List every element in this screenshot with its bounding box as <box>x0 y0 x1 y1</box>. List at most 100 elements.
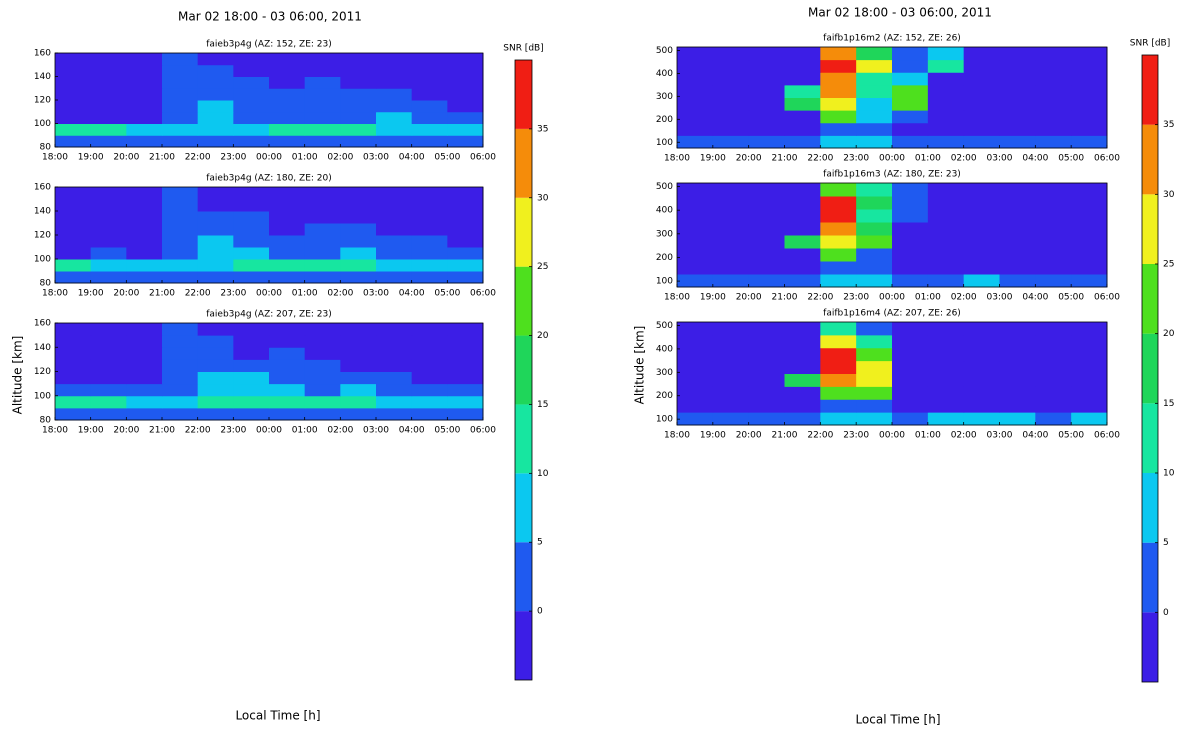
x-tick-label: 03:00 <box>987 293 1013 303</box>
y-tick-label: 80 <box>40 416 52 426</box>
heatmap-cell <box>856 59 893 73</box>
heatmap-cell <box>376 323 413 336</box>
heatmap-cell <box>1071 84 1108 98</box>
heatmap-cell <box>963 322 1000 336</box>
x-tick-label: 05:00 <box>1058 154 1084 164</box>
heatmap-cell <box>340 359 377 372</box>
heatmap-cell <box>748 122 785 136</box>
heatmap-cell <box>162 383 199 397</box>
heatmap-cell <box>712 122 750 136</box>
y-tick-label: 400 <box>656 206 673 216</box>
heatmap-cell <box>820 183 857 197</box>
heatmap-cell <box>820 322 857 336</box>
x-tick-label: 19:00 <box>78 426 104 436</box>
heatmap-cell <box>340 111 377 124</box>
heatmap-cell <box>340 371 377 385</box>
heatmap-cell <box>748 110 785 124</box>
colorbar-band <box>1142 403 1158 473</box>
x-tick-label: 05:00 <box>1058 293 1084 303</box>
heatmap-cell <box>376 347 413 360</box>
heatmap-cell <box>162 135 199 148</box>
heatmap-cell <box>304 135 341 148</box>
y-tick-label: 100 <box>656 415 673 425</box>
heatmap-cell <box>197 123 234 136</box>
heatmap-cell <box>820 110 857 124</box>
x-tick-label: 20:00 <box>736 431 762 441</box>
heatmap-cell <box>1071 196 1108 210</box>
heatmap-cell <box>784 248 821 262</box>
heatmap-cell <box>820 209 857 223</box>
heatmap-cell <box>197 88 234 101</box>
heatmap-cell <box>340 247 377 260</box>
heatmap-cell <box>197 111 234 124</box>
heatmap-cell <box>376 53 413 66</box>
heatmap-cell <box>1071 360 1108 374</box>
heatmap-cell <box>963 248 1000 262</box>
heatmap-cell <box>447 335 484 348</box>
x-tick-label: 18:00 <box>42 426 68 436</box>
heatmap-cell <box>1071 399 1108 413</box>
heatmap-cell <box>233 395 270 409</box>
heatmap-cell <box>784 334 821 349</box>
heatmap-cell <box>233 211 270 224</box>
x-tick-label: 23:00 <box>843 154 869 164</box>
y-tick-label: 140 <box>34 72 51 82</box>
heatmap-cell <box>197 335 234 348</box>
heatmap-cell <box>712 347 750 362</box>
heatmap-cell <box>304 323 341 336</box>
heatmap-cell <box>927 248 965 262</box>
x-tick-label: 18:00 <box>664 431 690 441</box>
heatmap-cell <box>55 187 92 200</box>
heatmap-cell <box>748 274 785 288</box>
heatmap-cell <box>820 84 857 98</box>
heatmap-cell <box>999 84 1036 98</box>
heatmap-cell <box>447 88 484 101</box>
heatmap-cell <box>162 123 199 136</box>
heatmap-cell <box>447 407 484 421</box>
x-tick-label: 22:00 <box>807 154 833 164</box>
heatmap-cell <box>55 123 92 136</box>
x-tick-label: 01:00 <box>915 431 941 441</box>
heatmap-cell <box>927 399 965 413</box>
heatmap-cell <box>748 373 785 387</box>
heatmap-cell <box>269 135 306 148</box>
heatmap-cell <box>447 211 484 224</box>
heatmap-cell <box>447 259 484 272</box>
heatmap-cell <box>1035 209 1072 223</box>
heatmap-cell <box>677 183 714 197</box>
x-tick-label: 04:00 <box>1022 154 1048 164</box>
heatmap-cell <box>892 334 929 349</box>
heatmap-cell <box>927 72 965 86</box>
heatmap-cell <box>892 209 929 223</box>
heatmap-cell <box>269 323 306 336</box>
heatmap-cell <box>677 97 714 111</box>
x-tick-label: 19:00 <box>700 154 726 164</box>
heatmap-cell <box>820 399 857 413</box>
heatmap-cell <box>447 135 484 148</box>
heatmap-cell <box>892 360 929 374</box>
y-tick-label: 100 <box>656 277 673 287</box>
heatmap-cell <box>90 76 127 89</box>
heatmap-cell <box>340 53 377 66</box>
heatmap-cell <box>1071 72 1108 86</box>
heatmap-cell <box>197 135 234 148</box>
heatmap-cell <box>677 248 714 262</box>
heatmap-cell <box>376 64 413 77</box>
heatmap-cell <box>269 223 306 236</box>
heatmap-cell <box>963 209 1000 223</box>
heatmap-cell <box>784 122 821 136</box>
y-tick-label: 100 <box>34 119 51 129</box>
heatmap-cell <box>304 123 341 136</box>
heatmap-cell <box>712 235 750 249</box>
heatmap-cell <box>999 274 1036 288</box>
heatmap-cell <box>55 359 92 372</box>
x-tick-label: 21:00 <box>149 426 175 436</box>
heatmap-cell <box>677 412 714 426</box>
heatmap-cell <box>820 261 857 275</box>
heatmap-cell <box>999 360 1036 374</box>
heatmap-cell <box>1035 334 1072 349</box>
heatmap-cell <box>892 183 929 197</box>
heatmap-cell <box>340 199 377 212</box>
heatmap-cell <box>748 322 785 336</box>
